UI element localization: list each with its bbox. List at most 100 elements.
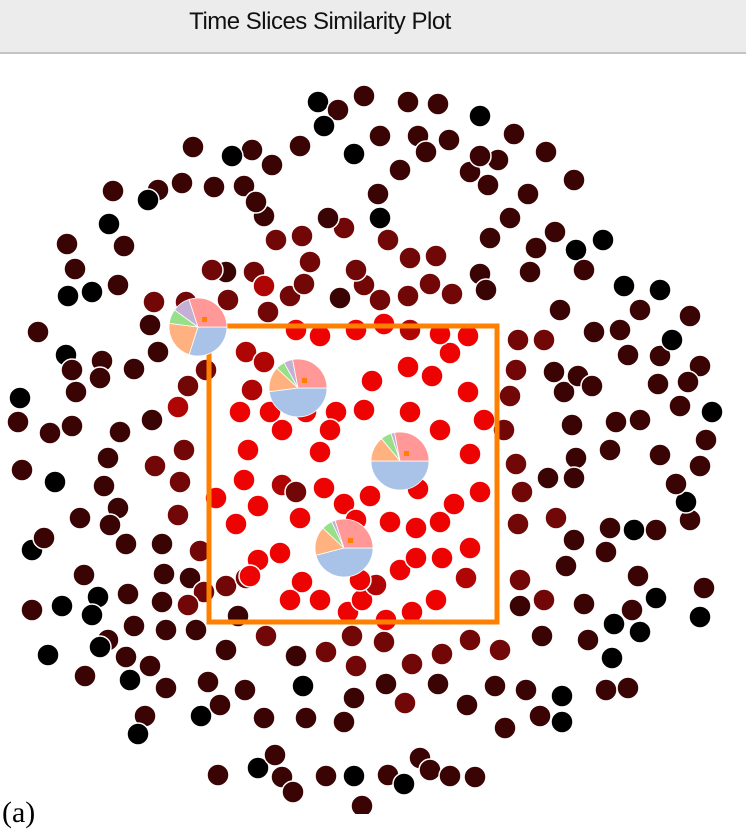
time-slice-point[interactable] <box>254 624 278 648</box>
time-slice-point[interactable] <box>122 357 146 381</box>
time-slice-point[interactable] <box>118 668 142 692</box>
time-slice-point[interactable] <box>38 421 62 445</box>
pie-glyph[interactable] <box>168 297 228 357</box>
time-slice-point[interactable] <box>98 513 122 537</box>
time-slice-point[interactable] <box>418 758 442 782</box>
time-slice-point[interactable] <box>252 350 276 374</box>
time-slice-point[interactable] <box>154 676 178 700</box>
time-slice-point[interactable] <box>170 171 194 195</box>
time-slice-point[interactable] <box>455 693 479 717</box>
time-slice-point[interactable] <box>224 512 248 536</box>
time-slice-point[interactable] <box>202 175 226 199</box>
time-slice-point[interactable] <box>233 678 257 702</box>
time-slice-point[interactable] <box>184 618 208 642</box>
time-slice-point[interactable] <box>256 300 280 324</box>
time-slice-point[interactable] <box>240 378 264 402</box>
time-slice-point[interactable] <box>544 506 568 530</box>
time-slice-point[interactable] <box>483 674 507 698</box>
time-slice-point[interactable] <box>420 364 444 388</box>
time-slice-point[interactable] <box>244 190 268 214</box>
time-slice-point[interactable] <box>396 284 420 308</box>
time-slice-point[interactable] <box>582 320 606 344</box>
time-slice-point[interactable] <box>576 628 600 652</box>
time-slice-point[interactable] <box>463 765 487 789</box>
time-slice-point[interactable] <box>176 374 200 398</box>
time-slice-point[interactable] <box>516 182 540 206</box>
time-slice-point[interactable] <box>648 344 672 368</box>
time-slice-point[interactable] <box>552 380 576 404</box>
time-slice-point[interactable] <box>554 554 578 578</box>
time-slice-point[interactable] <box>342 142 366 166</box>
time-slice-point[interactable] <box>312 476 336 500</box>
time-slice-point[interactable] <box>458 442 482 466</box>
time-slice-point[interactable] <box>326 98 350 122</box>
time-slice-point[interactable] <box>562 528 586 552</box>
time-slice-point[interactable] <box>456 380 480 404</box>
time-slice-point[interactable] <box>344 654 368 678</box>
time-slice-point[interactable] <box>688 454 712 478</box>
time-slice-point[interactable] <box>126 722 150 746</box>
time-slice-point[interactable] <box>518 260 542 284</box>
time-slice-point[interactable] <box>360 369 384 393</box>
time-slice-point[interactable] <box>252 274 276 298</box>
time-slice-point[interactable] <box>306 90 330 114</box>
time-slice-point[interactable] <box>216 288 240 312</box>
time-slice-point[interactable] <box>288 134 312 158</box>
time-slice-point[interactable] <box>140 408 164 432</box>
time-slice-point[interactable] <box>200 258 224 282</box>
time-slice-point[interactable] <box>514 678 538 702</box>
time-slice-point[interactable] <box>368 124 392 148</box>
time-slice-point[interactable] <box>236 438 260 462</box>
time-slice-point[interactable] <box>308 440 332 464</box>
time-slice-point[interactable] <box>288 506 312 530</box>
time-slice-point[interactable] <box>608 318 632 342</box>
time-slice-point[interactable] <box>564 446 588 470</box>
time-slice-point[interactable] <box>10 458 34 482</box>
time-slice-point[interactable] <box>172 438 196 462</box>
time-slice-point[interactable] <box>510 480 534 504</box>
time-slice-point[interactable] <box>168 470 192 494</box>
time-slice-point[interactable] <box>498 206 522 230</box>
time-slice-point[interactable] <box>668 394 692 418</box>
time-slice-point[interactable] <box>498 384 522 408</box>
time-slice-point[interactable] <box>220 144 244 168</box>
time-slice-point[interactable] <box>142 290 166 314</box>
time-slice-point[interactable] <box>232 174 256 198</box>
time-slice-point[interactable] <box>437 128 461 152</box>
time-slice-point[interactable] <box>700 400 724 424</box>
time-slice-point[interactable] <box>88 635 112 659</box>
time-slice-point[interactable] <box>344 258 368 282</box>
time-slice-point[interactable] <box>372 630 396 654</box>
time-slice-point[interactable] <box>468 480 492 504</box>
time-slice-point[interactable] <box>92 474 116 498</box>
time-slice-point[interactable] <box>358 484 382 508</box>
time-slice-point[interactable] <box>196 670 220 694</box>
time-slice-point[interactable] <box>430 546 454 570</box>
time-slice-point[interactable] <box>20 598 44 622</box>
time-slice-point[interactable] <box>97 212 121 236</box>
time-slice-point[interactable] <box>572 592 596 616</box>
time-slice-point[interactable] <box>73 664 97 688</box>
time-slice-point[interactable] <box>368 206 392 230</box>
time-slice-point[interactable] <box>314 640 338 664</box>
time-slice-point[interactable] <box>398 246 422 270</box>
time-slice-point[interactable] <box>43 470 67 494</box>
time-slice-point[interactable] <box>26 320 50 344</box>
time-slice-point[interactable] <box>291 674 315 698</box>
time-slice-point[interactable] <box>393 691 417 715</box>
time-slice-point[interactable] <box>108 420 132 444</box>
time-slice-point[interactable] <box>628 298 652 322</box>
time-slice-point[interactable] <box>284 480 308 504</box>
time-slice-point[interactable] <box>694 428 718 452</box>
time-slice-point[interactable] <box>308 588 332 612</box>
time-slice-point[interactable] <box>6 410 30 434</box>
time-slice-point[interactable] <box>400 652 424 676</box>
time-slice-point[interactable] <box>88 366 112 390</box>
time-slice-point[interactable] <box>214 574 238 598</box>
time-slice-point[interactable] <box>426 92 450 116</box>
time-slice-point[interactable] <box>398 400 422 424</box>
time-slice-point[interactable] <box>114 532 138 556</box>
time-slice-point[interactable] <box>206 763 230 787</box>
time-slice-point[interactable] <box>678 304 702 328</box>
time-slice-point[interactable] <box>543 220 567 244</box>
